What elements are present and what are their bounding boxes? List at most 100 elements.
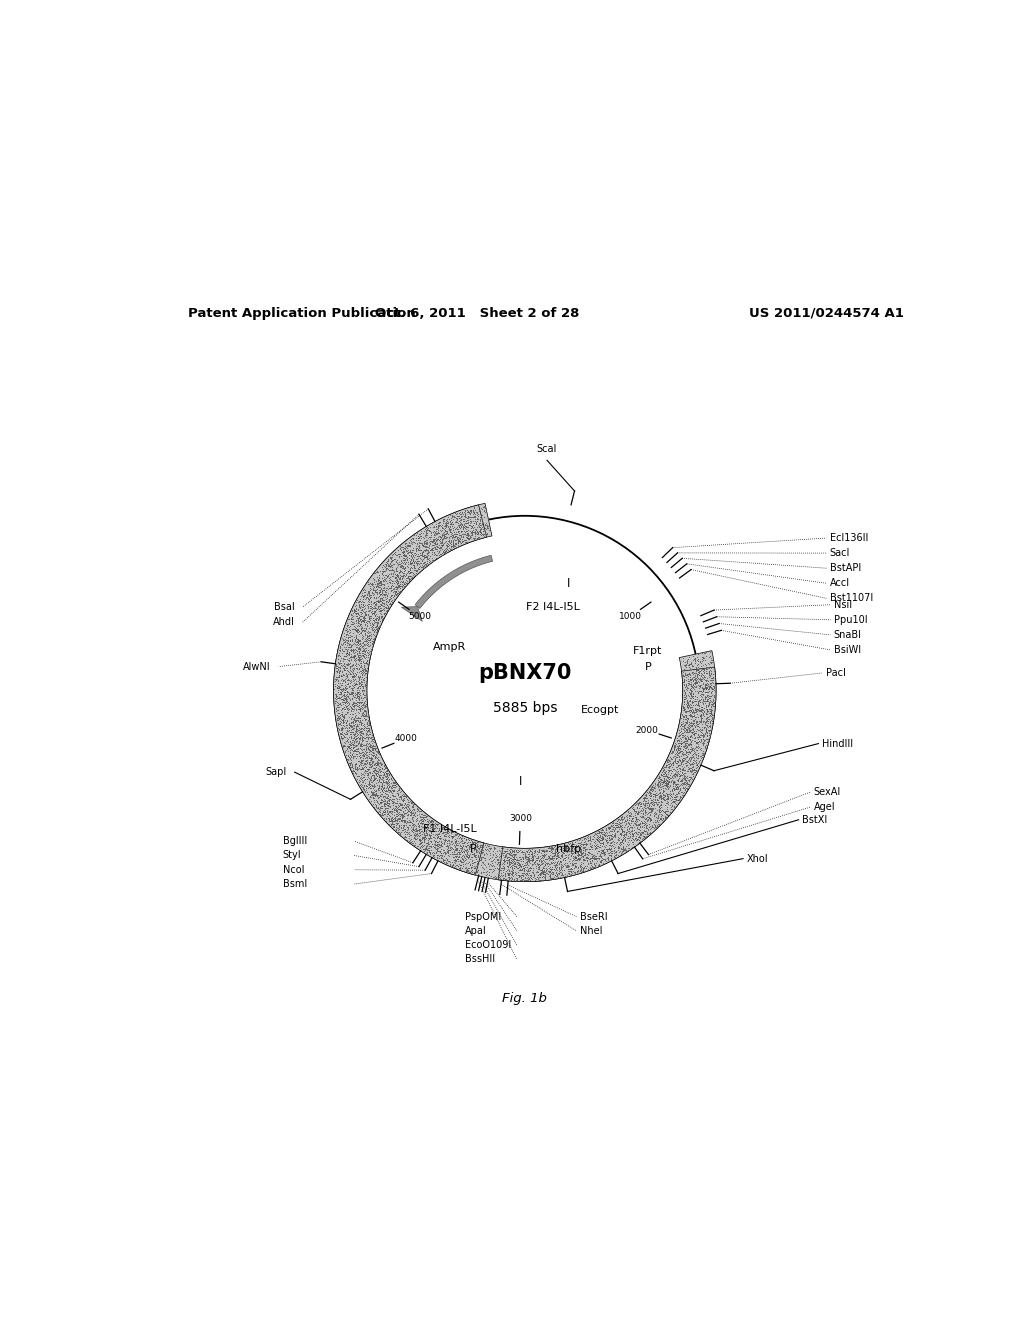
- Point: [340, 694, 356, 715]
- Point: [682, 657, 698, 678]
- Point: [517, 854, 534, 875]
- Point: [572, 859, 589, 880]
- Point: [657, 756, 674, 777]
- Point: [379, 599, 395, 620]
- Point: [699, 725, 716, 746]
- Point: [349, 638, 366, 659]
- Point: [395, 817, 412, 838]
- Point: [366, 579, 382, 601]
- Point: [690, 694, 707, 715]
- Point: [497, 863, 513, 884]
- Point: [335, 711, 351, 733]
- Point: [545, 842, 561, 863]
- Point: [706, 667, 722, 688]
- Point: [428, 813, 444, 834]
- Point: [426, 536, 442, 557]
- Point: [692, 706, 709, 727]
- Point: [353, 667, 370, 688]
- Point: [373, 803, 389, 824]
- Point: [409, 799, 425, 820]
- Point: [335, 669, 351, 690]
- Point: [418, 821, 434, 842]
- Point: [488, 846, 505, 867]
- Point: [409, 561, 425, 582]
- Point: [657, 789, 674, 810]
- Point: [671, 722, 687, 743]
- Point: [345, 759, 361, 780]
- Point: [575, 857, 592, 878]
- Point: [707, 681, 723, 702]
- Point: [490, 865, 507, 886]
- Point: [681, 722, 697, 743]
- Point: [380, 565, 396, 586]
- Point: [442, 838, 459, 859]
- Point: [364, 618, 380, 639]
- Point: [353, 627, 370, 648]
- Point: [629, 818, 645, 840]
- Point: [684, 669, 700, 690]
- Point: [388, 578, 404, 599]
- Point: [427, 539, 443, 560]
- Point: [469, 521, 485, 543]
- Point: [595, 840, 611, 861]
- Point: [357, 594, 374, 615]
- Point: [422, 830, 438, 851]
- Point: [669, 743, 685, 764]
- Point: [681, 700, 697, 721]
- Point: [449, 519, 465, 540]
- Point: [453, 524, 469, 545]
- Point: [412, 548, 428, 569]
- Point: [362, 770, 379, 791]
- Point: [675, 700, 691, 721]
- Point: [436, 520, 453, 541]
- Point: [335, 664, 351, 685]
- Point: [705, 663, 721, 684]
- Point: [679, 746, 695, 767]
- Point: [395, 541, 412, 562]
- Point: [359, 623, 376, 644]
- Point: [400, 818, 417, 840]
- Point: [425, 841, 441, 862]
- Point: [655, 777, 672, 799]
- Point: [642, 789, 658, 810]
- Point: [673, 733, 689, 754]
- Point: [636, 805, 652, 826]
- Point: [471, 837, 487, 858]
- Point: [575, 859, 592, 880]
- Point: [647, 784, 664, 805]
- Point: [358, 642, 375, 663]
- Point: [577, 845, 593, 866]
- Point: [668, 747, 684, 768]
- Point: [535, 857, 551, 878]
- Point: [486, 846, 503, 867]
- Point: [360, 636, 377, 657]
- Point: [430, 512, 446, 533]
- Point: [348, 636, 365, 657]
- Point: [369, 797, 385, 818]
- Point: [367, 735, 383, 756]
- Point: [341, 726, 357, 747]
- Point: [328, 698, 344, 719]
- Point: [337, 723, 353, 744]
- Point: [411, 528, 427, 549]
- Point: [366, 583, 382, 605]
- Point: [446, 529, 463, 550]
- Point: [354, 598, 371, 619]
- Point: [687, 686, 703, 708]
- Point: [372, 803, 388, 824]
- Point: [349, 681, 366, 702]
- Point: [585, 851, 601, 873]
- Point: [365, 742, 381, 763]
- Point: [355, 669, 372, 690]
- Point: [470, 508, 486, 529]
- Point: [439, 836, 456, 857]
- Point: [698, 676, 715, 697]
- Point: [374, 590, 390, 611]
- Point: [412, 546, 428, 568]
- Point: [633, 792, 649, 813]
- Point: [506, 869, 522, 890]
- Point: [457, 847, 473, 869]
- Point: [449, 524, 465, 545]
- Point: [692, 692, 709, 713]
- Point: [396, 810, 413, 832]
